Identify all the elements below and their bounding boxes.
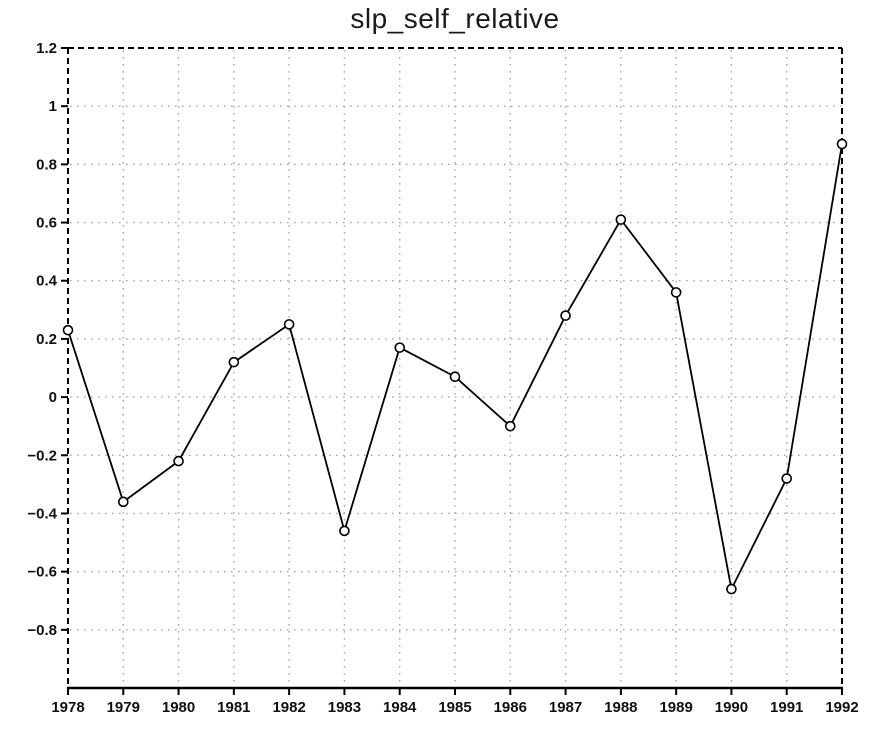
x-tick-label: 1984 bbox=[383, 699, 417, 716]
plot-frame bbox=[67, 47, 843, 690]
data-point-marker bbox=[504, 420, 516, 432]
axis-ticks bbox=[61, 47, 843, 695]
y-tick-label: −0.2 bbox=[27, 447, 57, 464]
x-tick-label: 1980 bbox=[162, 699, 195, 716]
x-tick-label: 1979 bbox=[107, 699, 140, 716]
y-tick-label: 0 bbox=[49, 389, 57, 406]
data-point-marker bbox=[836, 138, 848, 150]
data-point-marker bbox=[394, 342, 406, 353]
data-point-marker bbox=[62, 324, 74, 336]
x-tick-label: 1987 bbox=[549, 699, 582, 716]
x-tick-label: 1978 bbox=[51, 699, 84, 716]
y-tick-label: 0.6 bbox=[36, 215, 57, 232]
y-tick-label: 0.4 bbox=[36, 273, 58, 290]
x-tick-label: 1989 bbox=[659, 699, 692, 716]
x-tick-label: 1983 bbox=[328, 699, 361, 716]
data-point-marker bbox=[283, 319, 295, 330]
y-tick-label: 0.8 bbox=[36, 156, 57, 173]
data-point-marker bbox=[449, 371, 461, 383]
x-tick-label: 1985 bbox=[438, 699, 471, 716]
horizontal-gridlines bbox=[70, 105, 841, 631]
data-point-marker bbox=[339, 525, 350, 537]
y-tick-label: 0.2 bbox=[36, 331, 57, 348]
x-tick-label: 1992 bbox=[825, 699, 858, 716]
data-point-marker bbox=[781, 473, 793, 484]
x-tick-label: 1988 bbox=[604, 699, 637, 716]
x-tick-label: 1990 bbox=[715, 699, 748, 716]
y-tick-label: 1.2 bbox=[36, 40, 57, 57]
y-tick-label: −0.8 bbox=[27, 622, 57, 639]
data-markers bbox=[62, 138, 848, 595]
data-point-marker bbox=[615, 214, 627, 225]
data-point-marker bbox=[117, 496, 129, 508]
data-point-marker bbox=[726, 583, 737, 595]
x-tick-label: 1982 bbox=[272, 699, 305, 716]
x-tick-labels: 1978 1979 1980 1981 1982 1983 1984 1985 1986 1987… bbox=[51, 699, 858, 716]
y-tick-label: −0.4 bbox=[27, 505, 57, 522]
data-point-marker bbox=[670, 287, 682, 298]
data-point-marker bbox=[173, 455, 184, 467]
y-tick-label: 1 bbox=[49, 98, 57, 115]
data-point-marker bbox=[228, 356, 240, 368]
chart-title: slp_self_relative bbox=[350, 3, 560, 34]
vertical-gridlines bbox=[122, 50, 788, 687]
x-tick-label: 1981 bbox=[217, 699, 250, 716]
y-tick-labels: 1.2 1 0.8 0.6 0.4 0.2 0 −0.2 −0.4 −0.6 −0.8 bbox=[27, 40, 57, 639]
x-tick-label: 1986 bbox=[494, 699, 527, 716]
y-tick-label: −0.6 bbox=[27, 564, 57, 581]
data-point-marker bbox=[560, 310, 571, 321]
x-tick-label: 1991 bbox=[770, 699, 803, 716]
